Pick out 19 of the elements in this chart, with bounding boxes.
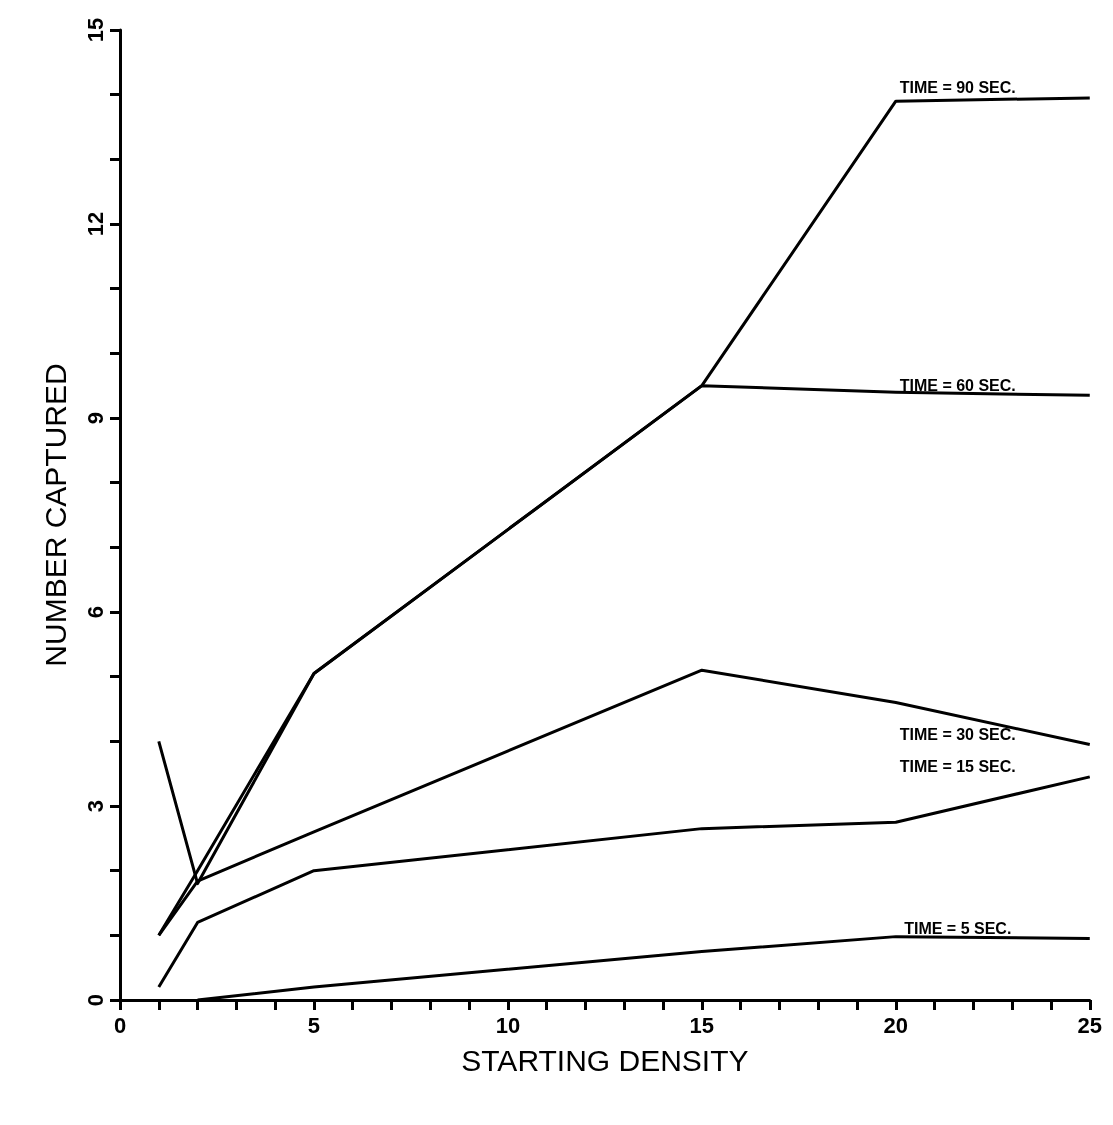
x-tick-label: 15 [689,1012,715,1038]
y-tick-label: 15 [82,17,108,43]
series-label: TIME = 30 SEC. [899,726,1016,744]
y-axis-title: NUMBER CAPTURED [38,363,72,667]
x-tick-label: 25 [1077,1012,1103,1038]
x-tick-label: 10 [495,1012,521,1038]
y-tick-label: 3 [82,799,108,813]
series-label: TIME = 90 SEC. [899,79,1016,97]
x-tick-label: 20 [883,1012,909,1038]
y-tick-label: 6 [82,605,108,619]
series-label: TIME = 15 SEC. [899,758,1016,776]
x-tick-label: 0 [113,1012,127,1038]
x-axis-title: STARTING DENSITY [461,1043,749,1077]
x-tick-label: 5 [307,1012,321,1038]
series-label: TIME = 60 SEC. [899,376,1016,394]
y-tick-label: 12 [82,211,108,237]
y-tick-label: 0 [82,993,108,1007]
series-label: TIME = 5 SEC. [904,920,1012,938]
y-tick-label: 9 [82,411,108,425]
